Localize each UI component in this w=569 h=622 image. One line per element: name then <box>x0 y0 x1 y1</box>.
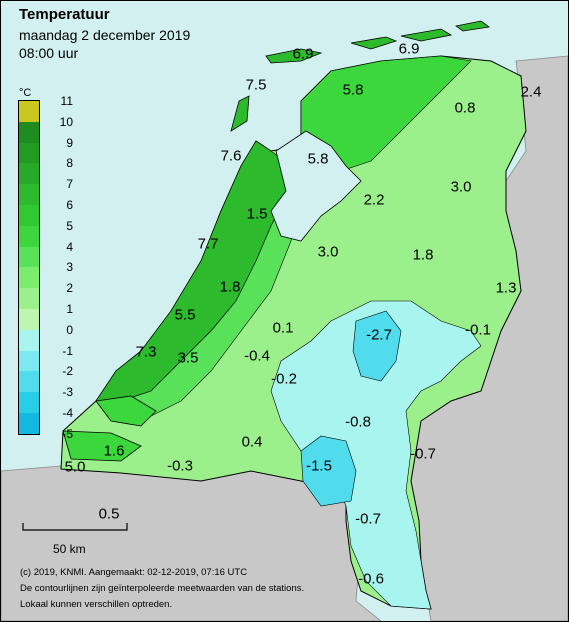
station-value: 6.9 <box>292 45 314 63</box>
legend-label: 9 <box>66 135 73 150</box>
station-value: -0.2 <box>271 370 297 388</box>
legend-label: 5 <box>66 218 73 233</box>
legend-swatch <box>19 371 39 393</box>
station-value: 1.8 <box>219 278 241 296</box>
legend-swatch <box>19 392 39 413</box>
station-value: 0.1 <box>272 319 294 337</box>
zone-cold-east <box>270 300 482 610</box>
station-value: 5.5 <box>174 306 196 324</box>
legend-color-bar <box>18 100 40 435</box>
footer-copyright: (c) 2019, KNMI. Aangemaakt: 02-12-2019, … <box>20 567 248 578</box>
legend-label: 4 <box>66 239 73 254</box>
legend-swatch <box>19 142 39 164</box>
zone-cold-south <box>300 435 357 507</box>
legend-label: 1 <box>66 302 73 316</box>
legend-label: -1 <box>62 343 73 358</box>
legend-label: 2 <box>66 281 73 296</box>
scale-bar <box>22 523 128 531</box>
station-value: 7.5 <box>245 76 267 94</box>
footer-note: De contourlijnen zijn geïnterpoleerde me… <box>20 583 305 594</box>
footer-disclaimer: Lokaal kunnen verschillen optreden. <box>20 599 173 610</box>
legend-label: 8 <box>66 156 73 171</box>
station-value: 1.6 <box>103 442 125 460</box>
legend-swatch <box>19 121 39 143</box>
legend-label: 3 <box>66 260 73 275</box>
station-value: -1.5 <box>306 457 332 475</box>
station-value: 1.3 <box>495 279 517 297</box>
legend-label: -2 <box>62 364 73 379</box>
map-date: maandag 2 december 2019 <box>19 27 191 43</box>
legend-swatch <box>19 267 39 289</box>
station-value: -2.7 <box>366 326 392 344</box>
station-value: -0.3 <box>167 457 193 475</box>
legend-swatch <box>19 350 39 372</box>
wadden-islands <box>230 20 491 132</box>
legend-label: -4 <box>62 406 73 420</box>
station-value: -0.6 <box>358 570 384 588</box>
legend-swatch <box>19 288 39 309</box>
legend-label: 10 <box>59 114 73 129</box>
station-value: -0.7 <box>355 510 381 528</box>
station-value: -0.1 <box>465 321 491 339</box>
legend-swatch <box>19 329 39 351</box>
scale-bar-label: 50 km <box>53 542 86 556</box>
station-value: 0.8 <box>454 99 476 117</box>
legend-label: -5 <box>62 426 73 441</box>
map-title: Temperatuur <box>19 6 110 23</box>
station-value: 3.0 <box>317 243 339 261</box>
legend-swatch <box>19 184 39 205</box>
zeeland-islands <box>62 395 157 462</box>
station-value: -0.4 <box>244 347 270 365</box>
legend-label: 11 <box>60 94 73 108</box>
legend-swatch <box>19 412 39 434</box>
legend-swatch <box>19 308 39 330</box>
legend-label: 7 <box>66 177 73 192</box>
station-value: 5.8 <box>307 150 329 168</box>
legend-label: 6 <box>66 198 73 212</box>
station-value: 0.5 <box>98 505 120 523</box>
legend-swatch <box>19 204 39 226</box>
station-value: 3.0 <box>450 178 472 196</box>
station-value: 3.5 <box>177 349 199 367</box>
station-value: 5.8 <box>342 81 364 99</box>
station-value: 7.6 <box>220 147 242 165</box>
zone-very-cold <box>352 310 402 382</box>
legend-label: -3 <box>62 385 73 400</box>
station-value: 5.0 <box>64 458 86 476</box>
station-value: 6.9 <box>398 40 420 58</box>
legend-swatch <box>19 246 39 268</box>
station-value: 7.3 <box>135 343 157 361</box>
station-value: 2.4 <box>520 83 542 101</box>
station-value: 0.4 <box>241 433 263 451</box>
legend-swatch <box>19 225 39 247</box>
station-value: -0.7 <box>410 445 436 463</box>
station-value: 2.2 <box>363 191 385 209</box>
legend-swatch <box>19 101 39 122</box>
legend-swatch <box>19 163 39 185</box>
legend-unit: °C <box>19 87 32 99</box>
legend-label: 0 <box>66 322 73 337</box>
station-value: 1.8 <box>412 246 434 264</box>
station-value: 7.7 <box>197 235 219 253</box>
ijsselmeer <box>270 130 362 242</box>
station-value: 1.5 <box>246 205 268 223</box>
station-value: -0.8 <box>345 413 371 431</box>
map-time: 08:00 uur <box>19 45 79 61</box>
